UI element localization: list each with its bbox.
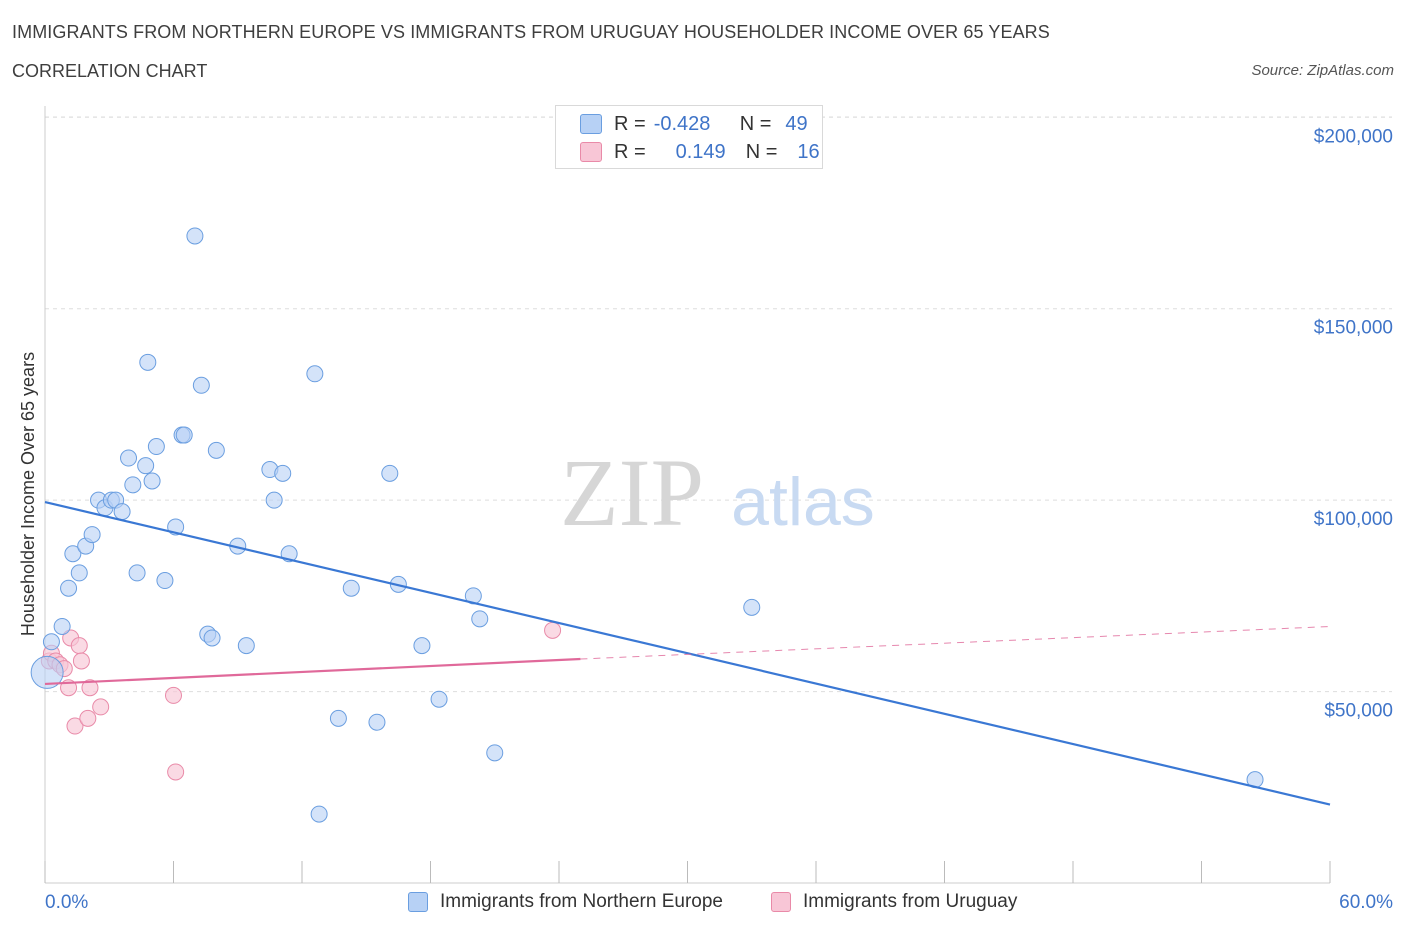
legend-r-label: R = — [614, 112, 646, 135]
legend-n-value: 16 — [797, 140, 820, 163]
point-uruguay — [66, 717, 84, 735]
point-northern-europe — [192, 376, 210, 394]
legend-swatch-pink — [580, 142, 602, 162]
point-northern-europe — [53, 617, 71, 635]
trend-line-uruguay-extrapolated — [580, 625, 1331, 660]
point-uruguay — [72, 652, 90, 670]
point-northern-europe — [60, 579, 78, 597]
watermark-atlas: atlas — [731, 464, 875, 540]
point-northern-europe — [156, 572, 174, 590]
point-northern-europe — [128, 564, 146, 582]
x-tick-label: 60.0% — [1339, 892, 1393, 913]
legend-n-label: N = — [739, 112, 772, 135]
point-northern-europe — [124, 476, 142, 494]
point-northern-europe — [137, 457, 155, 475]
point-northern-europe — [486, 744, 504, 762]
legend-n-value: 49 — [785, 112, 808, 135]
bottom-legend-label: Immigrants from Uruguay — [803, 891, 1018, 912]
point-northern-europe — [64, 545, 82, 563]
point-northern-europe — [471, 610, 489, 628]
point-northern-europe — [381, 464, 399, 482]
bottom-legend-label: Immigrants from Northern Europe — [440, 891, 723, 912]
point-northern-europe — [203, 629, 221, 647]
y-tick-label: $200,000 — [1314, 126, 1393, 147]
y-tick-label: $150,000 — [1314, 318, 1393, 339]
point-uruguay — [79, 709, 97, 727]
watermark: ZIP atlas — [560, 439, 875, 546]
point-northern-europe — [430, 690, 448, 708]
trend-lines — [44, 500, 1331, 806]
point-northern-europe — [139, 353, 157, 371]
point-northern-europe — [342, 579, 360, 597]
point-northern-europe — [310, 805, 328, 823]
y-axis-label: Householder Income Over 65 years — [18, 352, 38, 636]
legend-row-northern-europe: R = -0.428 N = 49 — [580, 112, 808, 136]
point-northern-europe — [368, 713, 386, 731]
point-uruguay — [165, 686, 182, 704]
point-uruguay — [81, 679, 99, 697]
bottom-legend-swatch-pink — [771, 892, 791, 912]
point-uruguay — [167, 763, 185, 781]
watermark-zip: ZIP — [560, 439, 704, 546]
bottom-legend-uruguay: Immigrants from Uruguay — [771, 888, 1017, 916]
point-northern-europe — [329, 709, 347, 727]
point-northern-europe — [265, 491, 283, 509]
trend-line-uruguay — [44, 657, 581, 686]
stats-legend: R = -0.428 N = 49 R = 0.149 N = 16 — [555, 105, 823, 169]
chart-subtitle: CORRELATION CHART — [12, 61, 208, 81]
point-northern-europe — [175, 426, 193, 444]
legend-row-uruguay: R = 0.149 N = 16 — [580, 140, 820, 164]
point-northern-europe — [83, 526, 101, 544]
point-northern-europe — [237, 637, 255, 655]
legend-n-label: N = — [745, 140, 778, 163]
bottom-legend-northern-europe: Immigrants from Northern Europe — [408, 888, 723, 916]
legend-r-label: R = — [614, 140, 646, 163]
point-northern-europe — [274, 464, 292, 482]
y-tick-label: $100,000 — [1314, 509, 1393, 530]
x-tick-label: 0.0% — [45, 892, 88, 913]
point-uruguay — [544, 621, 562, 639]
point-northern-europe — [743, 598, 761, 616]
y-tick-label: $50,000 — [1324, 701, 1393, 722]
point-northern-europe — [70, 564, 88, 582]
point-northern-europe — [413, 637, 431, 655]
trend-line-northern-europe — [44, 500, 1331, 806]
legend-swatch-blue — [580, 114, 602, 134]
point-northern-europe — [306, 365, 324, 383]
point-northern-europe — [30, 655, 64, 689]
grid-lines — [45, 116, 1392, 693]
point-northern-europe — [113, 503, 131, 521]
legend-r-value: -0.428 — [653, 112, 711, 135]
bottom-legend-swatch-blue — [408, 892, 428, 912]
point-uruguay — [92, 698, 110, 716]
point-northern-europe — [147, 438, 165, 456]
legend-r-value: 0.149 — [675, 140, 726, 163]
point-northern-europe — [207, 441, 225, 459]
point-uruguay — [70, 637, 88, 655]
source-credit: Source: ZipAtlas.com — [1251, 62, 1394, 79]
point-northern-europe — [186, 227, 204, 245]
point-northern-europe — [42, 633, 60, 651]
axes — [44, 106, 1331, 884]
chart-title: IMMIGRANTS FROM NORTHERN EUROPE VS IMMIG… — [12, 22, 1050, 42]
point-northern-europe — [120, 449, 138, 467]
tick-labels: $50,000 $100,000 $150,000 $200,000 0.0% 60.0%… — [18, 126, 1393, 913]
series-northern-europe-points — [30, 227, 1264, 823]
point-northern-europe — [143, 472, 161, 490]
series-uruguay-points — [40, 621, 562, 781]
